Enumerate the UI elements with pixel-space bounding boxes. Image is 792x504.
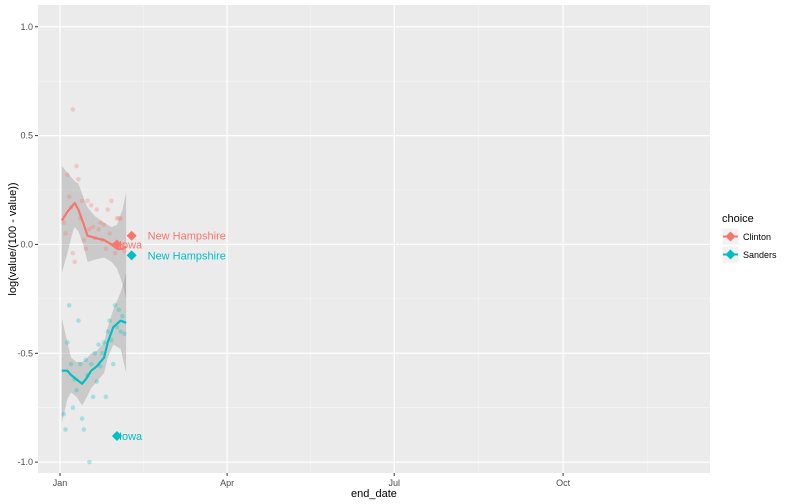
poll-point-clinton bbox=[94, 207, 100, 212]
poll-point-clinton bbox=[107, 231, 112, 236]
poll-point-sanders bbox=[101, 340, 107, 345]
poll-point-sanders bbox=[90, 394, 96, 400]
poll-point-clinton bbox=[81, 237, 87, 243]
poll-point-sanders bbox=[63, 427, 68, 432]
poll-point-clinton bbox=[79, 198, 85, 204]
poll-point-sanders bbox=[110, 361, 116, 367]
poll-point-clinton bbox=[120, 242, 125, 247]
poll-point-sanders bbox=[74, 387, 79, 393]
y-tick-label: 1.0 bbox=[20, 22, 33, 32]
result-label: Iowa bbox=[119, 239, 143, 251]
grid-major bbox=[38, 5, 710, 473]
poll-point-clinton bbox=[85, 198, 90, 204]
poll-point-clinton bbox=[63, 231, 68, 236]
result-marker-sanders bbox=[126, 250, 137, 261]
y-axis-title: log(value/(100 - value)) bbox=[7, 182, 19, 295]
poll-point-clinton bbox=[88, 202, 94, 208]
legend-entries: Clinton Sanders bbox=[721, 227, 777, 264]
poll-point-clinton bbox=[61, 220, 67, 225]
poll-point-sanders bbox=[66, 303, 72, 308]
result-marker-clinton bbox=[126, 230, 137, 241]
confidence-band-clinton bbox=[61, 166, 127, 299]
poll-point-clinton bbox=[90, 224, 96, 230]
y-tick-label: 0.0 bbox=[20, 239, 33, 249]
legend: choice Clinton Sanders bbox=[721, 213, 777, 264]
result-label: New Hampshire bbox=[148, 231, 226, 243]
poll-point-sanders bbox=[116, 307, 122, 313]
poll-point-clinton bbox=[98, 220, 103, 225]
poll-point-sanders bbox=[70, 405, 76, 410]
x-axis-title: end_date bbox=[351, 488, 397, 500]
poll-point-sanders bbox=[121, 331, 127, 336]
poll-point-sanders bbox=[79, 416, 85, 421]
legend-key-marker bbox=[725, 249, 736, 260]
poll-point-clinton bbox=[87, 226, 92, 232]
poll-point-sanders bbox=[88, 361, 94, 367]
plot-panel bbox=[38, 5, 710, 473]
poll-point-clinton bbox=[103, 246, 109, 252]
poll-point-sanders bbox=[99, 350, 105, 356]
poll-point-clinton bbox=[83, 246, 89, 252]
poll-point-sanders bbox=[81, 427, 87, 432]
y-tick-label: -0.5 bbox=[17, 348, 33, 358]
result-label: New Hampshire bbox=[148, 250, 226, 262]
result-marker-sanders bbox=[111, 430, 122, 441]
poll-point-clinton bbox=[114, 216, 120, 221]
poll-point-clinton bbox=[116, 216, 122, 221]
x-tick-label: Jan bbox=[53, 478, 68, 488]
legend-title: choice bbox=[722, 213, 754, 225]
legend-key-marker bbox=[725, 231, 736, 242]
poll-point-clinton bbox=[101, 222, 107, 228]
y-axis: -1.0 -0.5 0.0 0.5 1.0 bbox=[17, 22, 38, 467]
poll-point-clinton bbox=[70, 250, 76, 256]
x-tick-label: Apr bbox=[220, 478, 234, 488]
poll-point-clinton bbox=[105, 207, 111, 212]
poll-point-clinton bbox=[121, 248, 127, 254]
x-axis: Jan Apr Jul Oct bbox=[53, 473, 571, 488]
x-tick-label: Oct bbox=[556, 478, 571, 488]
poll-point-sanders bbox=[112, 303, 118, 308]
poll-point-sanders bbox=[96, 342, 101, 347]
poll-point-sanders bbox=[87, 459, 92, 465]
y-tick-label: -1.0 bbox=[17, 457, 33, 467]
poll-point-sanders bbox=[109, 337, 114, 343]
poll-point-sanders bbox=[76, 318, 81, 323]
poll-point-clinton bbox=[96, 226, 101, 232]
poll-point-sanders bbox=[120, 313, 125, 319]
result-markers: Iowa New Hampshire Iowa New Hampshire bbox=[111, 230, 226, 443]
poll-point-clinton bbox=[112, 250, 118, 256]
poll-point-sanders bbox=[83, 357, 89, 363]
confidence-bands bbox=[61, 166, 127, 423]
x-tick-label: Jul bbox=[388, 478, 400, 488]
poll-point-clinton bbox=[66, 194, 72, 199]
grid-minor bbox=[38, 5, 710, 473]
poll-point-sanders bbox=[118, 329, 123, 334]
poll-point-sanders bbox=[68, 361, 74, 367]
poll-point-sanders bbox=[65, 340, 70, 345]
poll-point-sanders bbox=[77, 361, 83, 367]
poll-point-clinton bbox=[109, 198, 114, 204]
poll-point-sanders bbox=[94, 379, 100, 384]
poll-point-clinton bbox=[65, 172, 70, 178]
poll-point-clinton bbox=[70, 107, 76, 112]
poll-point-clinton bbox=[76, 176, 81, 182]
legend-label-clinton: Clinton bbox=[743, 232, 771, 242]
poll-point-sanders bbox=[98, 364, 103, 369]
poll-point-sanders bbox=[92, 350, 98, 356]
poll-point-clinton bbox=[74, 163, 79, 169]
poll-point-sanders bbox=[61, 411, 67, 417]
legend-label-sanders: Sanders bbox=[743, 250, 777, 260]
result-marker-clinton bbox=[111, 239, 122, 250]
y-tick-label: 0.5 bbox=[20, 131, 33, 141]
poll-point-sanders bbox=[103, 394, 109, 400]
poll-point-sanders bbox=[107, 318, 112, 323]
poll-point-sanders bbox=[105, 329, 111, 334]
confidence-band-sanders bbox=[61, 272, 127, 423]
smooth-line-sanders bbox=[61, 319, 127, 385]
result-label: Iowa bbox=[119, 431, 143, 443]
poll-point-clinton bbox=[118, 216, 123, 221]
poll-point-clinton bbox=[72, 259, 78, 265]
